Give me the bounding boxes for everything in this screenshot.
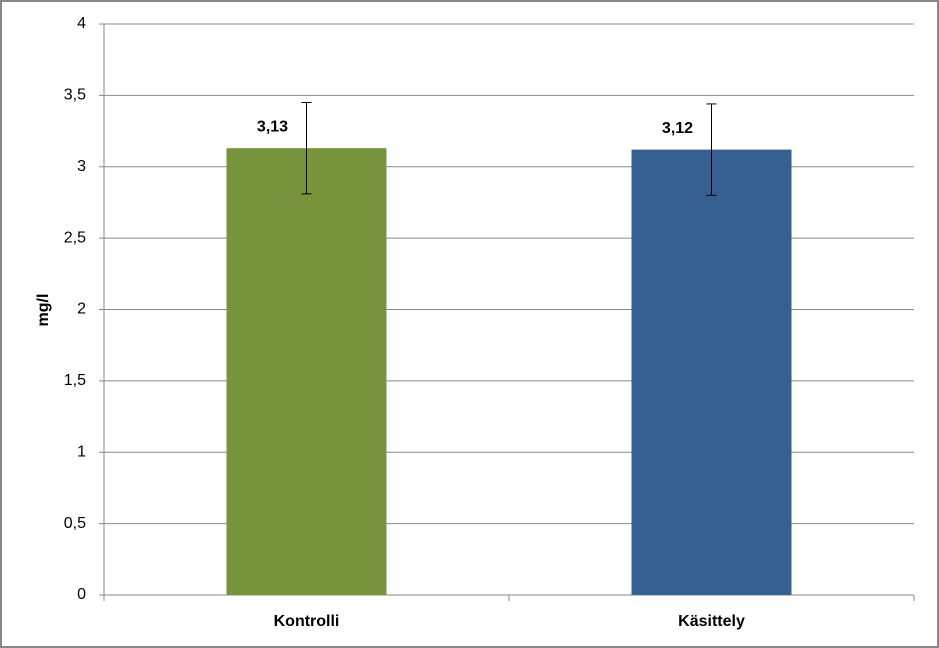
y-tick-label: 2: [77, 301, 86, 318]
x-tick-label: Kontrolli: [274, 613, 340, 630]
error-bar: [706, 103, 717, 196]
bar: [226, 148, 387, 595]
y-axis-title: mg/l: [35, 294, 52, 327]
y-tick-label: 1,5: [64, 372, 86, 389]
y-tick-label: 4: [77, 15, 86, 32]
y-tick-label: 3: [77, 158, 86, 175]
value-label: 3,12: [662, 120, 693, 137]
y-tick-label: 1: [77, 443, 86, 460]
y-tick-label: 0,5: [64, 515, 86, 532]
y-tick-label: 2,5: [64, 229, 86, 246]
value-label: 3,13: [257, 118, 288, 135]
bar: [631, 149, 792, 595]
y-tick-label: 3,5: [64, 87, 86, 104]
y-tick-label: 0: [77, 586, 86, 603]
x-tick-label: Käsittely: [678, 613, 745, 630]
error-bar: [301, 102, 312, 195]
